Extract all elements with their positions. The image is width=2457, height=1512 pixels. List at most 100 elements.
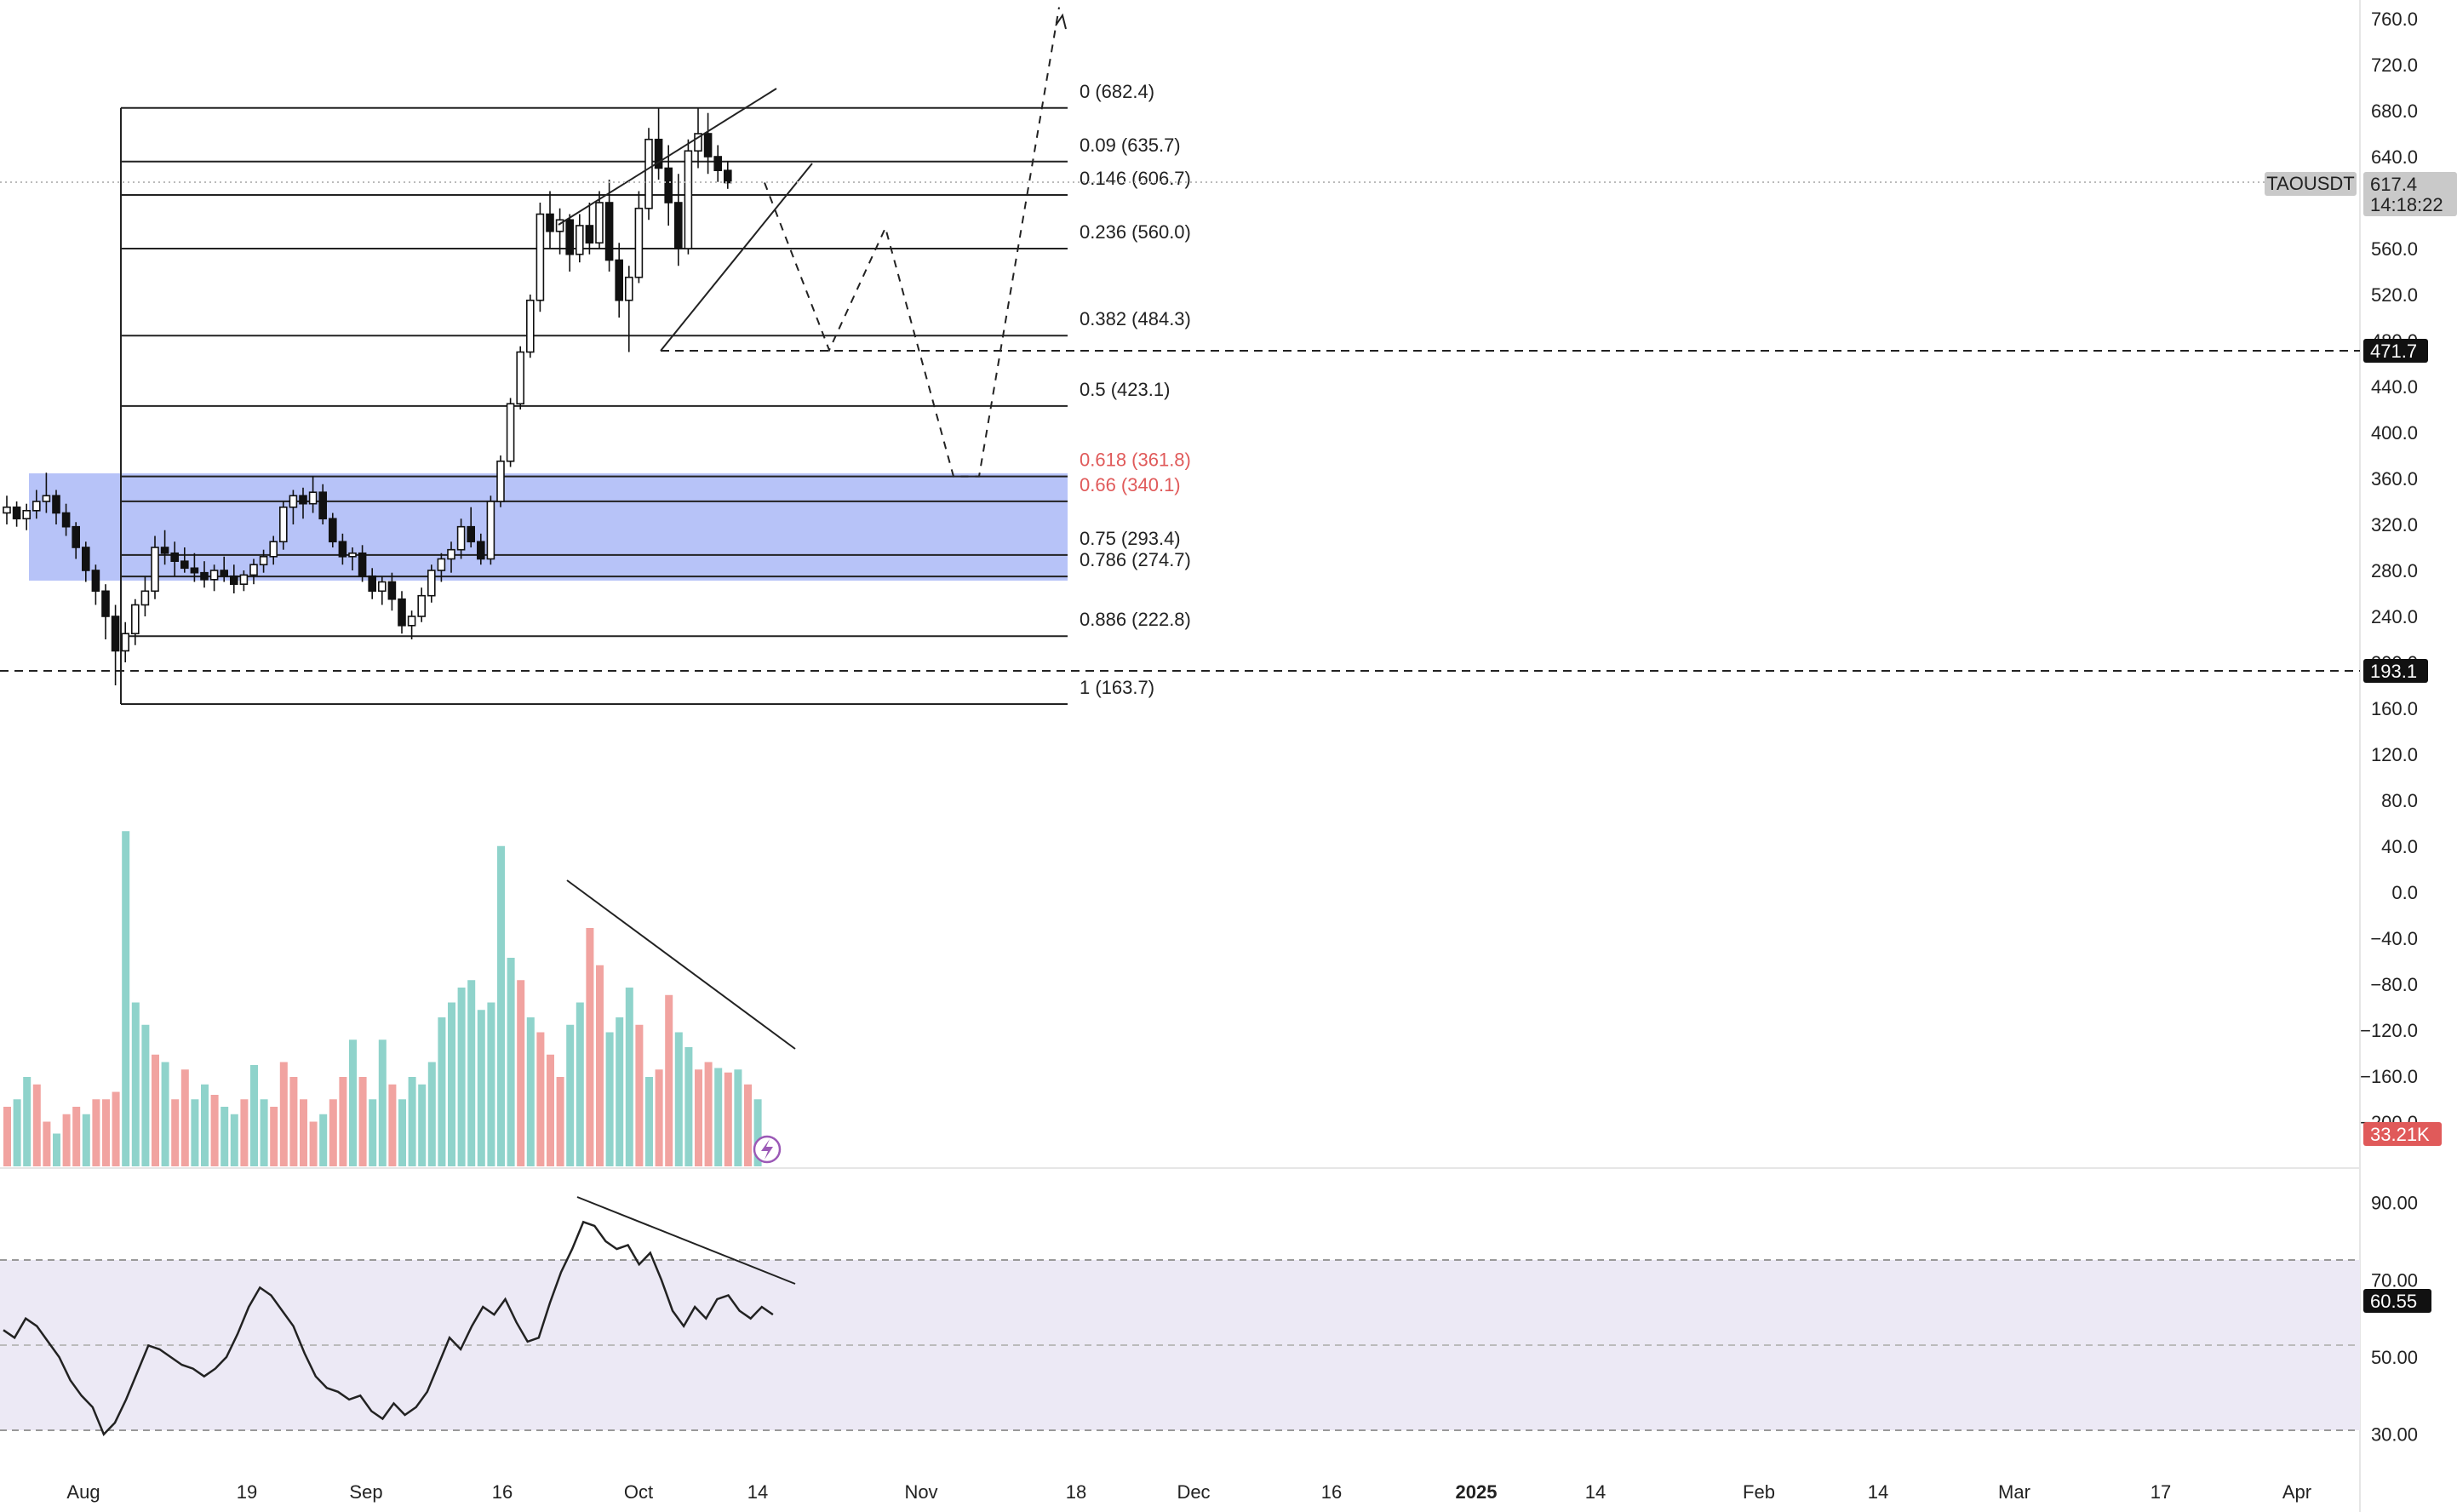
fib-zone-box[interactable] — [29, 473, 1068, 581]
price-tag-193[interactable]: 193.1 — [2363, 659, 2428, 683]
price-tick-label: 400.0 — [2371, 422, 2418, 444]
candle-body — [595, 202, 604, 244]
fib-level-label: 0.886 (222.8) — [1080, 609, 1191, 630]
candle-body — [220, 570, 229, 577]
candle-body — [496, 460, 505, 502]
rsi-value-tag[interactable]: 60.55 — [2363, 1289, 2431, 1313]
price-tick-label: −120.0 — [2360, 1020, 2418, 1041]
rsi-axis[interactable]: 90.00 70.00 50.00 30.00 — [2371, 1193, 2418, 1446]
volume-bar — [586, 928, 594, 1166]
rsi-trendline[interactable] — [576, 1196, 796, 1285]
volume-bar — [62, 1114, 71, 1166]
candle-body — [398, 598, 406, 627]
volume-bar — [210, 1095, 219, 1166]
candle-body — [624, 276, 633, 301]
candle-body — [467, 525, 476, 543]
time-tick-label: Sep — [349, 1481, 382, 1503]
volume-bar — [378, 1040, 387, 1166]
candle-body — [694, 133, 702, 152]
volume-tag[interactable]: 33.21K — [2363, 1122, 2442, 1146]
volume-bar — [674, 1032, 683, 1166]
candle-body — [308, 491, 318, 505]
price-tag-471[interactable]: 471.7 — [2363, 339, 2428, 363]
candle-body — [101, 590, 110, 617]
candle-body — [673, 202, 683, 249]
svg-text:33.21K: 33.21K — [2370, 1124, 2430, 1145]
fib-level-label: 0.382 (484.3) — [1080, 308, 1191, 329]
candle-body — [575, 225, 584, 255]
candle-body — [12, 506, 21, 520]
volume-bar — [704, 1062, 713, 1166]
price-tick-label: 160.0 — [2371, 698, 2418, 719]
volume-trendline[interactable] — [566, 879, 796, 1050]
fib-level-label: 0.786 (274.7) — [1080, 549, 1191, 570]
candle-body — [437, 558, 446, 571]
candle-body — [427, 570, 436, 597]
rsi-tick-label: 50.00 — [2371, 1347, 2418, 1368]
volume-bar — [250, 1065, 258, 1166]
volume-bar — [388, 1084, 397, 1166]
candle-body — [585, 225, 594, 244]
candle-body — [91, 570, 100, 593]
candle-body — [42, 495, 51, 502]
candle-body — [565, 219, 575, 255]
lightning-icon[interactable] — [753, 1135, 782, 1164]
volume-bar — [556, 1077, 564, 1166]
volume-bar — [289, 1077, 298, 1166]
time-tick-label: 19 — [237, 1481, 257, 1503]
last-price-tag[interactable]: 617.4 14:18:22 — [2363, 172, 2457, 216]
volume-bar — [418, 1084, 427, 1166]
symbol-tag[interactable]: TAOUSDT — [2265, 172, 2357, 196]
candle-body — [259, 555, 268, 566]
svg-text:193.1: 193.1 — [2370, 661, 2417, 682]
candle-body — [358, 552, 367, 577]
volume-bar — [724, 1072, 732, 1166]
time-tick-label: Nov — [904, 1481, 937, 1503]
price-tick-label: −80.0 — [2370, 974, 2418, 995]
price-tick-label: 760.0 — [2371, 9, 2418, 30]
candle-body — [121, 633, 129, 652]
svg-text:60.55: 60.55 — [2370, 1291, 2417, 1312]
volume-bar — [497, 845, 505, 1166]
wedge-upper-line[interactable] — [558, 88, 777, 226]
volume-bar — [744, 1084, 752, 1166]
candle-body — [278, 506, 288, 543]
price-tick-label: 120.0 — [2371, 744, 2418, 765]
candle-body — [22, 509, 32, 520]
volume-bar — [507, 958, 515, 1166]
projection-arrow-icon — [1055, 13, 1067, 30]
time-axis[interactable]: Aug 19 Sep 16 Oct 14 Nov 18 Dec 16 2025 14 Feb 14 Mar 1… — [66, 1481, 2311, 1503]
volume-bar — [714, 1068, 723, 1166]
wedge-lower-line[interactable] — [660, 163, 813, 352]
candle-body — [111, 616, 120, 652]
candle-body — [703, 133, 713, 158]
fib-level-label: 0.75 (293.4) — [1080, 528, 1181, 549]
time-tick-label: 16 — [492, 1481, 513, 1503]
candle-body — [318, 491, 328, 520]
volume-bar — [655, 1069, 663, 1166]
fib-level-label: 0.236 (560.0) — [1080, 221, 1191, 243]
volume-bar — [566, 1024, 575, 1166]
candle-body — [664, 167, 673, 203]
price-tick-label: 520.0 — [2371, 284, 2418, 306]
fib-level-label: 0.146 (606.7) — [1080, 168, 1191, 189]
volume-bar — [358, 1077, 367, 1166]
candle-body — [456, 525, 466, 551]
price-tick-label: −160.0 — [2360, 1066, 2418, 1087]
fib-retracement[interactable]: 0 (682.4) 0.09 (635.7) 0.146 (606.7) 0.236 … — [120, 81, 1191, 706]
volume-bar — [477, 1010, 485, 1166]
svg-text:471.7: 471.7 — [2370, 341, 2417, 362]
volume-bar — [408, 1077, 416, 1166]
volume-bar — [319, 1114, 328, 1166]
candle-body — [604, 202, 614, 261]
volume-bar — [201, 1084, 209, 1166]
fib-level-label: 0.66 (340.1) — [1080, 474, 1181, 495]
candle-body — [387, 581, 397, 600]
price-tick-label: 360.0 — [2371, 468, 2418, 490]
candle-body — [269, 541, 278, 558]
candle-body — [684, 150, 693, 249]
volume-series — [3, 831, 762, 1166]
volume-bar — [526, 1017, 535, 1166]
projection-path[interactable] — [764, 7, 1060, 478]
